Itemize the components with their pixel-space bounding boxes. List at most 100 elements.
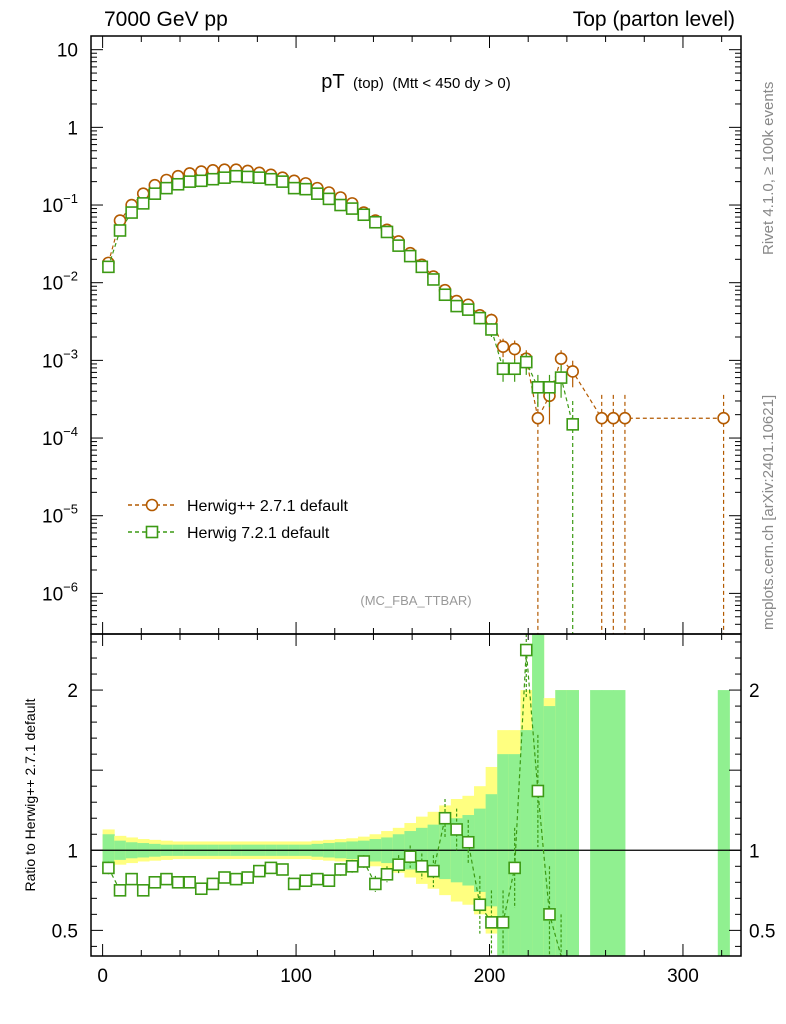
data-point xyxy=(543,381,556,394)
data-point xyxy=(717,411,730,425)
data-point xyxy=(357,208,371,222)
legend-label-herwigpp: Herwig++ 2.7.1 default xyxy=(187,498,349,515)
x-tick-label: 100 xyxy=(280,966,312,987)
series-line xyxy=(107,175,574,425)
legend-marker-square xyxy=(145,525,159,539)
ratio-point xyxy=(264,861,278,875)
band-green xyxy=(555,690,568,956)
ratio-point xyxy=(171,876,185,889)
data-point xyxy=(566,418,579,431)
legend: Herwig++ 2.7.1 default Herwig 7.2.1 defa… xyxy=(128,498,349,542)
legend-label-herwig7: Herwig 7.2.1 default xyxy=(187,525,330,542)
band-green xyxy=(601,690,614,956)
ratio-point xyxy=(183,876,196,889)
ratio-point xyxy=(253,864,266,878)
ratio-point xyxy=(438,811,452,825)
ratio-point xyxy=(229,872,243,886)
ratio-point xyxy=(357,855,371,868)
ratio-point xyxy=(450,823,463,836)
ratio-point xyxy=(113,884,127,897)
data-point xyxy=(595,411,609,425)
data-point xyxy=(241,170,254,184)
ratio-point xyxy=(194,882,208,896)
header-right: Top (parton level) xyxy=(572,8,735,31)
ratio-point xyxy=(415,859,429,873)
ratio-point xyxy=(380,867,394,881)
data-point xyxy=(264,172,278,186)
y-tick-label: 1 xyxy=(67,118,78,139)
data-point xyxy=(206,172,220,186)
data-point xyxy=(496,340,510,353)
data-point xyxy=(171,177,185,191)
title-cut: (Mtt < 450 dy > 0) xyxy=(392,75,510,92)
data-point xyxy=(485,323,498,336)
title-sub: (top) xyxy=(353,75,384,92)
data-point xyxy=(102,260,115,274)
data-point xyxy=(450,299,463,313)
series-line xyxy=(107,169,724,421)
ratio-point xyxy=(241,871,254,884)
ratio-y-tick-label-right: 2 xyxy=(749,681,760,702)
ratio-point xyxy=(334,863,347,876)
data-point xyxy=(508,362,521,376)
data-point xyxy=(496,362,510,376)
x-tick-label: 0 xyxy=(97,966,108,987)
ratio-point xyxy=(473,898,487,912)
x-tick-label: 300 xyxy=(667,966,699,987)
data-point xyxy=(322,192,336,206)
data-point xyxy=(276,175,289,188)
data-point xyxy=(183,175,196,188)
ratio-frame xyxy=(90,633,742,957)
data-point xyxy=(136,197,150,210)
title-main: pT xyxy=(321,71,344,93)
data-point xyxy=(113,224,127,237)
ratio-point xyxy=(369,877,382,891)
data-point xyxy=(531,411,545,425)
data-point xyxy=(508,342,521,356)
band-green xyxy=(520,730,533,956)
data-point xyxy=(148,187,162,200)
watermark: (MC_FBA_TTBAR) xyxy=(360,593,471,608)
band-green xyxy=(613,690,626,956)
data-point xyxy=(311,187,324,200)
x-tick-label: 200 xyxy=(474,966,506,987)
ratio-point xyxy=(287,877,301,891)
series-layer xyxy=(102,163,730,957)
legend-marker-circle xyxy=(145,498,159,512)
y-tick-label: 10−3 xyxy=(42,346,78,372)
ratio-point xyxy=(531,784,545,798)
ratio-point xyxy=(496,916,510,929)
ratio-y-tick-label: 1 xyxy=(67,841,78,862)
data-point xyxy=(392,239,405,252)
data-point xyxy=(554,352,568,366)
ratio-point xyxy=(136,884,150,897)
band-green xyxy=(497,754,510,956)
data-point xyxy=(403,249,417,263)
data-point xyxy=(299,182,313,196)
ratio-point xyxy=(427,864,440,878)
ratio-y-tick-label-right: 1 xyxy=(749,841,760,862)
data-point xyxy=(473,311,487,325)
ratio-point xyxy=(508,861,521,875)
ratio-point xyxy=(543,908,556,921)
data-point xyxy=(607,411,620,425)
legend-entry-herwigpp: Herwig++ 2.7.1 default xyxy=(128,498,349,515)
ratio-point xyxy=(276,863,289,876)
data-point xyxy=(438,288,452,302)
legend-entry-herwig7: Herwig 7.2.1 default xyxy=(128,525,330,542)
ratio-y-tick-label-right: 0.5 xyxy=(749,921,775,942)
ratio-point xyxy=(148,876,162,889)
data-point xyxy=(566,365,579,378)
data-point xyxy=(334,198,347,212)
band-green xyxy=(566,690,579,956)
data-point xyxy=(427,273,440,286)
data-point xyxy=(218,171,231,184)
axis-labels: 10 1 10−1 10−2 10−3 10−4 10−5 10−6 0.5 0.5 1 1 2 2 0 10… xyxy=(42,41,775,987)
ratio-bands xyxy=(102,634,730,956)
data-point xyxy=(531,381,545,394)
data-point xyxy=(125,206,138,219)
y-tick-label: 10−2 xyxy=(42,269,78,295)
ratio-y-tick-label: 2 xyxy=(67,681,78,702)
y-tick-label: 10−4 xyxy=(42,424,78,450)
